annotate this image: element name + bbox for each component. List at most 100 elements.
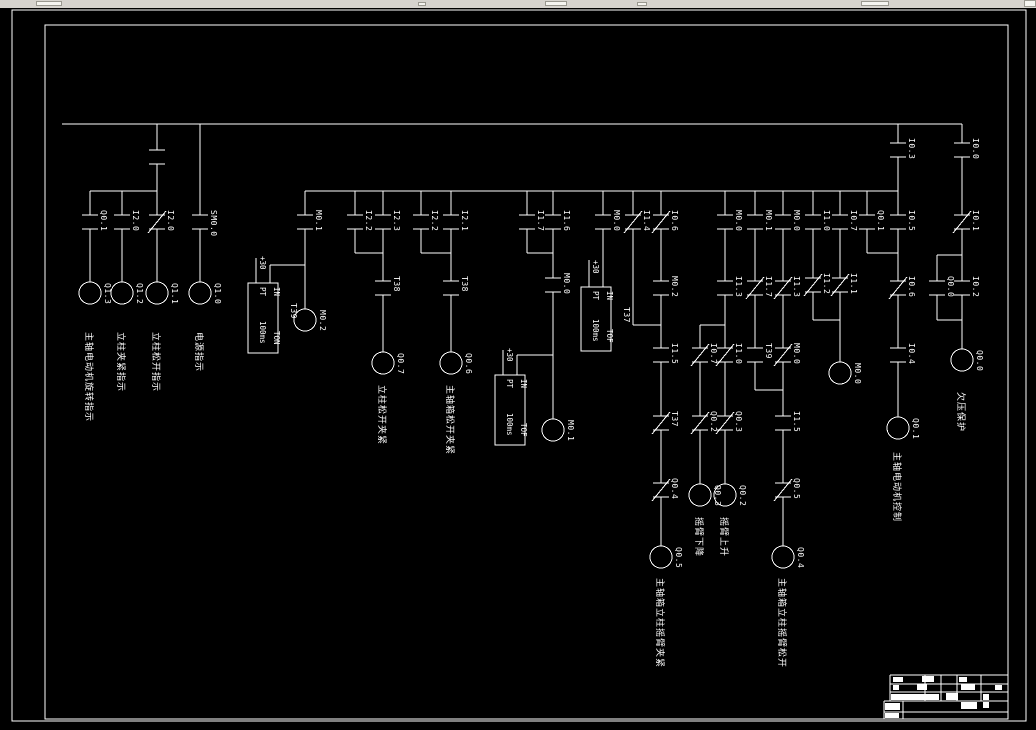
coil-label: Q0.6 (464, 353, 473, 374)
timer-type-label: TON (272, 331, 281, 345)
coil-label: M0.1 (566, 420, 575, 441)
rung-caption: 主轴箱松开夹紧 (444, 385, 456, 455)
contact-label: I0.7 (709, 343, 718, 364)
contact-SM0.0: SM0.0 (192, 210, 218, 237)
contact-M0.1: M0.1 (747, 210, 773, 231)
contact-label: T38 (392, 276, 401, 292)
nc-slash (773, 343, 793, 367)
nc-slash (803, 273, 823, 297)
coil-label: Q0.7 (396, 353, 405, 374)
title-block-text-blob (959, 677, 967, 682)
contact-label: I0.7 (849, 210, 858, 231)
rung-caption: 立柱松开指示 (150, 332, 162, 392)
timer-type-label: TOF (605, 329, 614, 343)
nc-slash (952, 210, 972, 234)
cad-canvas[interactable]: Q0.1 I2.0 I2.0 SM0.0 M0.1 I2.2 I2.3 I2.2 I2.1 T38… (0, 8, 1036, 730)
timer-supply-label: +30 (258, 256, 267, 270)
contact-label: I0.3 (907, 138, 916, 159)
contact-T37-nc: T37 (651, 411, 679, 435)
contact-label: I1.0 (734, 343, 743, 364)
coil-Q1.3: Q1.3 (78, 281, 112, 305)
contact-I0.2: I0.2 (954, 276, 980, 297)
timer-block: IN PT TOF 100ms +30 (494, 348, 528, 446)
coil-Q1.2: Q1.2 (110, 281, 144, 305)
nc-slash (745, 276, 765, 300)
nc-slash (773, 276, 793, 300)
coil-Q0.1: Q0.1 (886, 416, 920, 440)
timer-supply-label: +30 (591, 260, 600, 274)
contact-I1.5: I1.5 (653, 343, 679, 364)
contact-I1.3-nc: I1.3 (773, 276, 801, 300)
contact-label: I2.0 (131, 210, 140, 231)
contact-label: Q0.3 (734, 411, 743, 432)
title-block-text-blob (917, 684, 927, 690)
timer-preset-label: 100ms (505, 413, 514, 436)
contact-label: I1.6 (562, 210, 571, 231)
contact-label: I2.1 (460, 210, 469, 231)
title-block-text-blob (891, 694, 939, 700)
contact-label: I0.0 (971, 138, 980, 159)
title-block-text-blob (961, 702, 977, 709)
contact-label: I0.4 (907, 343, 916, 364)
outer-drawing-frame (11, 9, 1027, 722)
contact-label: I1.3 (792, 276, 801, 297)
toolbar-fragment (1024, 0, 1036, 7)
coil-circle (649, 545, 673, 569)
contact-Q0.4-nc: Q0.4 (651, 478, 679, 502)
coil-Q1.1: Q1.1 (145, 281, 179, 305)
coil-circle (771, 545, 795, 569)
title-block-text-blob (983, 702, 989, 708)
timer-supply-label: +30 (505, 348, 514, 362)
contact-label: M0.0 (734, 210, 743, 231)
contact-Q0.2-nc: Q0.2 (690, 411, 718, 435)
contact-label: Q0.1 (876, 210, 885, 231)
contact-label: T37 (670, 411, 679, 427)
contact-label: T38 (460, 276, 469, 292)
contact-label: I1.7 (536, 210, 545, 231)
timer-box (247, 282, 279, 354)
contact-M0.0: M0.0 (595, 210, 621, 231)
contact-I1.3: I1.3 (717, 276, 743, 297)
timer-in-label: IN (605, 291, 614, 300)
nc-slash (773, 478, 793, 502)
coil-Q0.3: Q0.3 (688, 483, 722, 507)
title-block-text-blob (922, 676, 934, 682)
coil-M0.1: M0.1 (541, 418, 575, 442)
contact-I2.1: I2.1 (443, 210, 469, 231)
coil-circle (371, 351, 395, 375)
contact-T38: T38 (443, 276, 469, 296)
contact-I0.1-nc: I0.1 (952, 210, 980, 234)
contact-label: M0.0 (562, 273, 571, 294)
contact-I0.6-nc: I0.6 (651, 210, 679, 234)
contact-Q0.0: Q0.0 (929, 276, 955, 297)
contact-label: Q0.0 (946, 276, 955, 297)
coil-circle (541, 418, 565, 442)
contact-Q0.1: Q0.1 (82, 210, 108, 231)
rung-caption: 主轴箱立柱摇臂夹紧 (654, 578, 666, 668)
timer-pt-label: PT (505, 379, 514, 389)
title-block-text-blob (885, 703, 900, 710)
coil-circle (110, 281, 134, 305)
rung-caption: 摇臂上升 (718, 517, 730, 557)
contact-label: I0.6 (670, 210, 679, 231)
contact-label: M0.2 (670, 276, 679, 297)
contact-I1.7-nc: I1.7 (745, 276, 773, 300)
contact-label: Q0.5 (792, 478, 801, 499)
coil-label: M0.2 (318, 310, 327, 331)
contact-label: I0.1 (971, 210, 980, 231)
contact-M0.2: M0.2 (653, 276, 679, 297)
contact-label: I2.2 (430, 210, 439, 231)
rung-caption: 主轴箱立柱摇臂松开 (776, 578, 788, 668)
contact-M0.0: M0.0 (545, 273, 571, 294)
coil-label: Q1.3 (103, 283, 112, 304)
coil-Q0.4: Q0.4 (771, 545, 805, 569)
contact-label: I1.1 (849, 273, 858, 294)
timer-box (494, 374, 526, 446)
ladder-diagram-svg: Q0.1 I2.0 I2.0 SM0.0 M0.1 I2.2 I2.3 I2.2 I2.1 T38… (11, 9, 1027, 722)
toolbar-fragment (418, 2, 426, 6)
nc-slash (888, 276, 908, 300)
contact-I1.5: I1.5 (775, 411, 801, 432)
contact-T38: T38 (375, 276, 401, 296)
coil-Q0.5: Q0.5 (649, 545, 683, 569)
timer-block-T37: IN PT TOF 100ms +30 T37 (580, 260, 631, 352)
